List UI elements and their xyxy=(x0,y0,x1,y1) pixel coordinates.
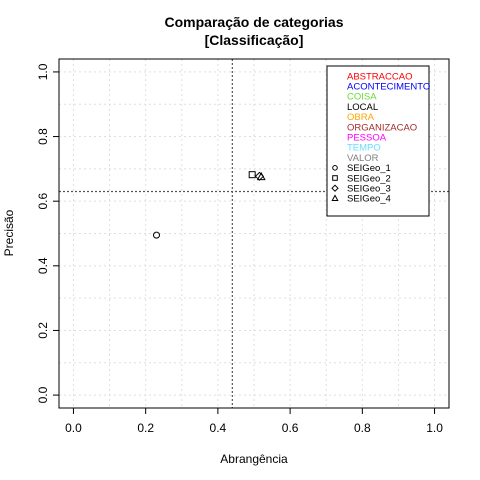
axes: 0.0 0.2 0.4 0.6 0.8 1.0 0.0 0.2 0.4 0.6 0.8 1.0 xyxy=(36,63,443,435)
legend-category-label: ACONTECIMENTO xyxy=(347,82,430,93)
legend-category-label: ORGANIZACAO xyxy=(347,122,417,133)
data-points xyxy=(153,171,266,239)
legend-marker-square xyxy=(332,175,338,181)
data-point-seigeo-2 xyxy=(248,171,256,179)
y-tick-label: 1.0 xyxy=(36,63,50,80)
x-axis-label: Abrangência xyxy=(220,452,288,466)
legend-series-label: SEIGeo_4 xyxy=(347,194,391,205)
legend-series-label: SEIGeo_1 xyxy=(347,163,391,174)
legend: ABSTRACCAOACONTECIMENTOCOISALOCALOBRAORG… xyxy=(326,65,430,217)
y-tick-label: 0.0 xyxy=(36,386,50,403)
y-axis-label: Precisão xyxy=(2,209,16,256)
legend-series-label: SEIGeo_2 xyxy=(347,173,391,184)
legend-marker-triangle xyxy=(331,194,339,201)
plot-frame xyxy=(58,58,450,409)
legend-category-label: PESSOA xyxy=(347,133,387,144)
y-tick-label: 0.8 xyxy=(36,128,50,145)
grid xyxy=(59,59,449,408)
chart-title: Comparação de categorias xyxy=(165,14,344,30)
legend-marker-circle xyxy=(332,165,338,171)
x-tick-label: 1.0 xyxy=(426,421,443,435)
legend-category-label: ABSTRACCAO xyxy=(347,71,412,82)
legend-category-label: COISA xyxy=(347,92,377,103)
y-tick-label: 0.2 xyxy=(36,322,50,339)
x-tick-label: 0.0 xyxy=(65,421,82,435)
y-tick-label: 0.6 xyxy=(36,193,50,210)
legend-category-label: LOCAL xyxy=(347,102,378,113)
legend-box xyxy=(326,65,430,217)
legend-category-label: TEMPO xyxy=(347,143,381,154)
legend-category-label: OBRA xyxy=(347,112,375,123)
x-tick-label: 0.8 xyxy=(354,421,371,435)
legend-series-label: SEIGeo_3 xyxy=(347,184,391,195)
legend-category-label: VALOR xyxy=(347,153,379,164)
data-point-seigeo-4 xyxy=(256,172,266,181)
data-point-seigeo-1 xyxy=(153,231,160,239)
x-tick-label: 0.2 xyxy=(137,421,154,435)
y-tick-label: 0.4 xyxy=(36,257,50,274)
legend-marker-diamond xyxy=(331,184,339,192)
x-tick-label: 0.4 xyxy=(210,421,227,435)
x-tick-label: 0.6 xyxy=(282,421,299,435)
chart-subtitle: [Classificação] xyxy=(205,32,304,48)
